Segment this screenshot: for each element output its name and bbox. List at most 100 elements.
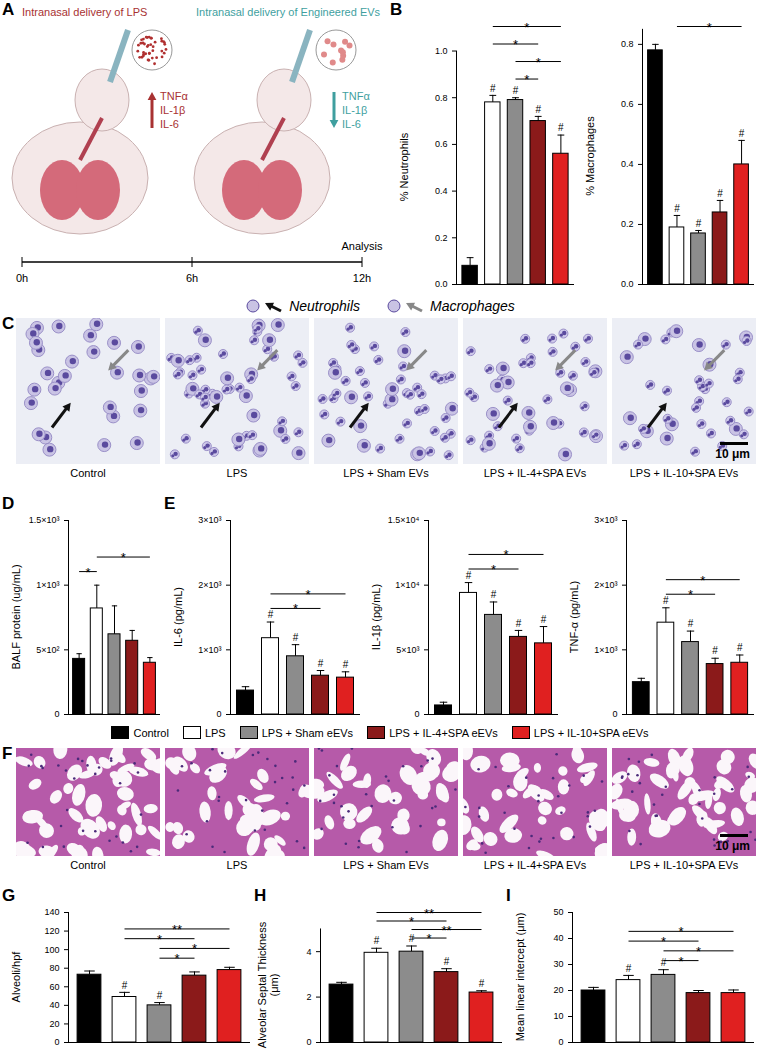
svg-text:2×10³: 2×10³ bbox=[594, 580, 617, 590]
svg-text:60: 60 bbox=[49, 982, 59, 992]
svg-text:5×10³: 5×10³ bbox=[396, 645, 419, 655]
svg-text:5×10²: 5×10² bbox=[36, 645, 59, 655]
svg-text:3×10³: 3×10³ bbox=[594, 515, 617, 525]
svg-text:40: 40 bbox=[553, 933, 563, 943]
svg-text:*: * bbox=[661, 934, 666, 949]
svg-text:*: * bbox=[678, 924, 683, 939]
svg-text:0: 0 bbox=[54, 1037, 59, 1047]
svg-text:0.0: 0.0 bbox=[621, 279, 634, 289]
svg-text:0.8: 0.8 bbox=[621, 39, 634, 49]
svg-text:IL-1β: IL-1β bbox=[342, 104, 367, 116]
svg-text:0: 0 bbox=[306, 1037, 311, 1047]
svg-text:*: * bbox=[696, 944, 701, 959]
svg-text:*: * bbox=[157, 932, 162, 947]
svg-text:0.4: 0.4 bbox=[621, 159, 634, 169]
svg-text:IL-1β: IL-1β bbox=[160, 104, 185, 116]
svg-text:#: # bbox=[535, 104, 541, 115]
svg-text:*: * bbox=[409, 914, 414, 929]
svg-text:#: # bbox=[409, 933, 415, 944]
svg-text:TNFα: TNFα bbox=[160, 90, 188, 102]
svg-text:*: * bbox=[121, 550, 126, 565]
svg-text:1×10³: 1×10³ bbox=[198, 645, 221, 655]
svg-text:0.2: 0.2 bbox=[435, 233, 448, 243]
svg-text:#: # bbox=[541, 614, 547, 625]
svg-text:100: 100 bbox=[44, 945, 59, 955]
svg-text:Analysis: Analysis bbox=[342, 240, 383, 252]
svg-text:#: # bbox=[558, 122, 564, 133]
svg-text:*: * bbox=[688, 587, 693, 602]
svg-text:#: # bbox=[466, 570, 472, 581]
svg-text:1×10³: 1×10³ bbox=[36, 580, 59, 590]
svg-text:30: 30 bbox=[553, 959, 563, 969]
svg-text:*: * bbox=[503, 547, 508, 562]
svg-text:80: 80 bbox=[49, 963, 59, 973]
svg-text:0.4: 0.4 bbox=[435, 186, 448, 196]
svg-text:0.2: 0.2 bbox=[621, 219, 634, 229]
svg-text:10 μm: 10 μm bbox=[715, 447, 750, 461]
svg-text:#: # bbox=[122, 980, 128, 991]
svg-text:20: 20 bbox=[49, 1019, 59, 1029]
svg-text:20: 20 bbox=[553, 985, 563, 995]
svg-text:50: 50 bbox=[553, 907, 563, 917]
svg-text:*: * bbox=[174, 951, 179, 966]
svg-text:*: * bbox=[426, 931, 431, 946]
svg-text:**: ** bbox=[172, 922, 182, 937]
svg-text:*: * bbox=[192, 941, 197, 956]
svg-text:*: * bbox=[293, 601, 298, 616]
svg-text:*: * bbox=[678, 954, 683, 969]
svg-text:#: # bbox=[661, 957, 667, 968]
svg-text:140: 140 bbox=[44, 907, 59, 917]
svg-text:0.8: 0.8 bbox=[435, 93, 448, 103]
svg-text:1.5×10⁴: 1.5×10⁴ bbox=[388, 515, 420, 525]
svg-text:0: 0 bbox=[54, 709, 59, 719]
svg-text:40: 40 bbox=[49, 1000, 59, 1010]
svg-text:**: ** bbox=[424, 906, 434, 921]
svg-text:#: # bbox=[737, 642, 743, 653]
svg-text:*: * bbox=[491, 562, 496, 577]
svg-text:*: * bbox=[85, 565, 90, 580]
svg-text:10: 10 bbox=[553, 1011, 563, 1021]
svg-text:#: # bbox=[268, 609, 274, 620]
svg-text:IL-6: IL-6 bbox=[160, 118, 179, 130]
svg-text:Intranasal delivery of LPS: Intranasal delivery of LPS bbox=[22, 6, 147, 18]
svg-text:IL-6: IL-6 bbox=[342, 118, 361, 130]
svg-text:*: * bbox=[305, 587, 310, 602]
svg-text:12h: 12h bbox=[353, 272, 371, 284]
svg-text:Intranasal delivery of Enginee: Intranasal delivery of Engineered EVs bbox=[196, 6, 381, 18]
svg-text:#: # bbox=[479, 978, 485, 989]
svg-text:2: 2 bbox=[306, 992, 311, 1002]
svg-text:0: 0 bbox=[414, 709, 419, 719]
svg-text:*: * bbox=[700, 573, 705, 588]
svg-text:0h: 0h bbox=[16, 272, 28, 284]
svg-text:*: * bbox=[536, 55, 541, 70]
svg-text:#: # bbox=[712, 645, 718, 656]
svg-text:#: # bbox=[157, 990, 163, 1001]
svg-text:2×10³: 2×10³ bbox=[198, 580, 221, 590]
svg-text:*: * bbox=[524, 20, 529, 35]
svg-text:#: # bbox=[513, 85, 519, 96]
svg-text:4: 4 bbox=[306, 947, 311, 957]
svg-text:#: # bbox=[293, 632, 299, 643]
svg-text:**: ** bbox=[441, 923, 451, 938]
svg-text:0.6: 0.6 bbox=[621, 99, 634, 109]
svg-text:#: # bbox=[444, 956, 450, 967]
svg-text:#: # bbox=[739, 128, 745, 139]
svg-text:1×10³: 1×10³ bbox=[594, 645, 617, 655]
svg-text:#: # bbox=[374, 935, 380, 946]
svg-text:#: # bbox=[688, 618, 694, 629]
svg-text:#: # bbox=[343, 659, 349, 670]
svg-text:#: # bbox=[696, 218, 702, 229]
svg-text:1.0: 1.0 bbox=[435, 46, 448, 56]
svg-text:0.6: 0.6 bbox=[435, 139, 448, 149]
svg-text:10 μm: 10 μm bbox=[715, 839, 750, 853]
svg-text:#: # bbox=[516, 618, 522, 629]
svg-text:1×10⁴: 1×10⁴ bbox=[395, 580, 419, 590]
svg-text:#: # bbox=[491, 589, 497, 600]
svg-text:*: * bbox=[707, 20, 712, 35]
svg-text:3×10³: 3×10³ bbox=[198, 515, 221, 525]
svg-text:6h: 6h bbox=[186, 272, 198, 284]
svg-text:1.5×10³: 1.5×10³ bbox=[29, 515, 60, 525]
svg-text:#: # bbox=[717, 188, 723, 199]
svg-text:TNFα: TNFα bbox=[342, 90, 370, 102]
svg-text:#: # bbox=[663, 595, 669, 606]
